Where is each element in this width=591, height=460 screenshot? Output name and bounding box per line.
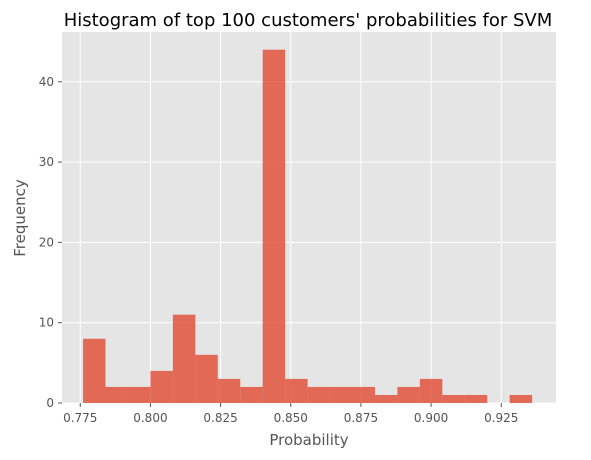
x-tick-label: 0.775 <box>63 411 97 425</box>
histogram-bar <box>240 386 263 403</box>
histogram-bar <box>172 314 196 403</box>
y-tick-label: 20 <box>39 235 54 249</box>
y-tick-label: 0 <box>46 396 54 410</box>
plot-area <box>62 32 556 403</box>
x-tick-label: 0.925 <box>484 411 518 425</box>
grid-lines <box>62 32 556 404</box>
x-tick-label: 0.825 <box>203 411 237 425</box>
histogram-bar <box>464 394 488 403</box>
chart-title: Histogram of top 100 customers' probabil… <box>64 10 553 31</box>
histogram-bar <box>105 386 128 403</box>
histogram-bar <box>307 386 331 403</box>
x-tick-label: 0.800 <box>133 411 167 425</box>
y-tick-label: 10 <box>39 316 54 330</box>
histogram-bar <box>419 378 443 403</box>
x-axis-label: Probability <box>269 431 348 449</box>
x-tick-label: 0.900 <box>414 411 448 425</box>
histogram-bar <box>217 378 241 403</box>
histogram-bar <box>352 386 375 403</box>
y-axis-label: Frequency <box>11 179 29 257</box>
histogram-bar <box>150 370 173 403</box>
x-tick-label: 0.850 <box>274 411 308 425</box>
histogram-bar <box>509 394 533 403</box>
histogram-bar <box>195 354 218 403</box>
histogram-bar <box>83 338 106 403</box>
histogram-bar <box>442 394 465 403</box>
histogram-bar <box>397 386 420 403</box>
histogram-bar <box>374 394 398 403</box>
histogram-bars <box>83 49 533 404</box>
x-axis-ticks: 0.775 0.800 0.825 0.850 0.875 0.900 0.925 <box>63 403 518 425</box>
x-tick-label: 0.875 <box>344 411 378 425</box>
y-tick-label: 30 <box>39 155 54 169</box>
y-tick-label: 40 <box>39 75 54 89</box>
y-axis-ticks: 0 10 20 30 40 <box>39 75 62 410</box>
histogram-bar <box>285 378 308 403</box>
histogram-bar <box>262 49 286 404</box>
histogram-bar <box>127 386 151 403</box>
histogram-bar <box>330 386 353 403</box>
